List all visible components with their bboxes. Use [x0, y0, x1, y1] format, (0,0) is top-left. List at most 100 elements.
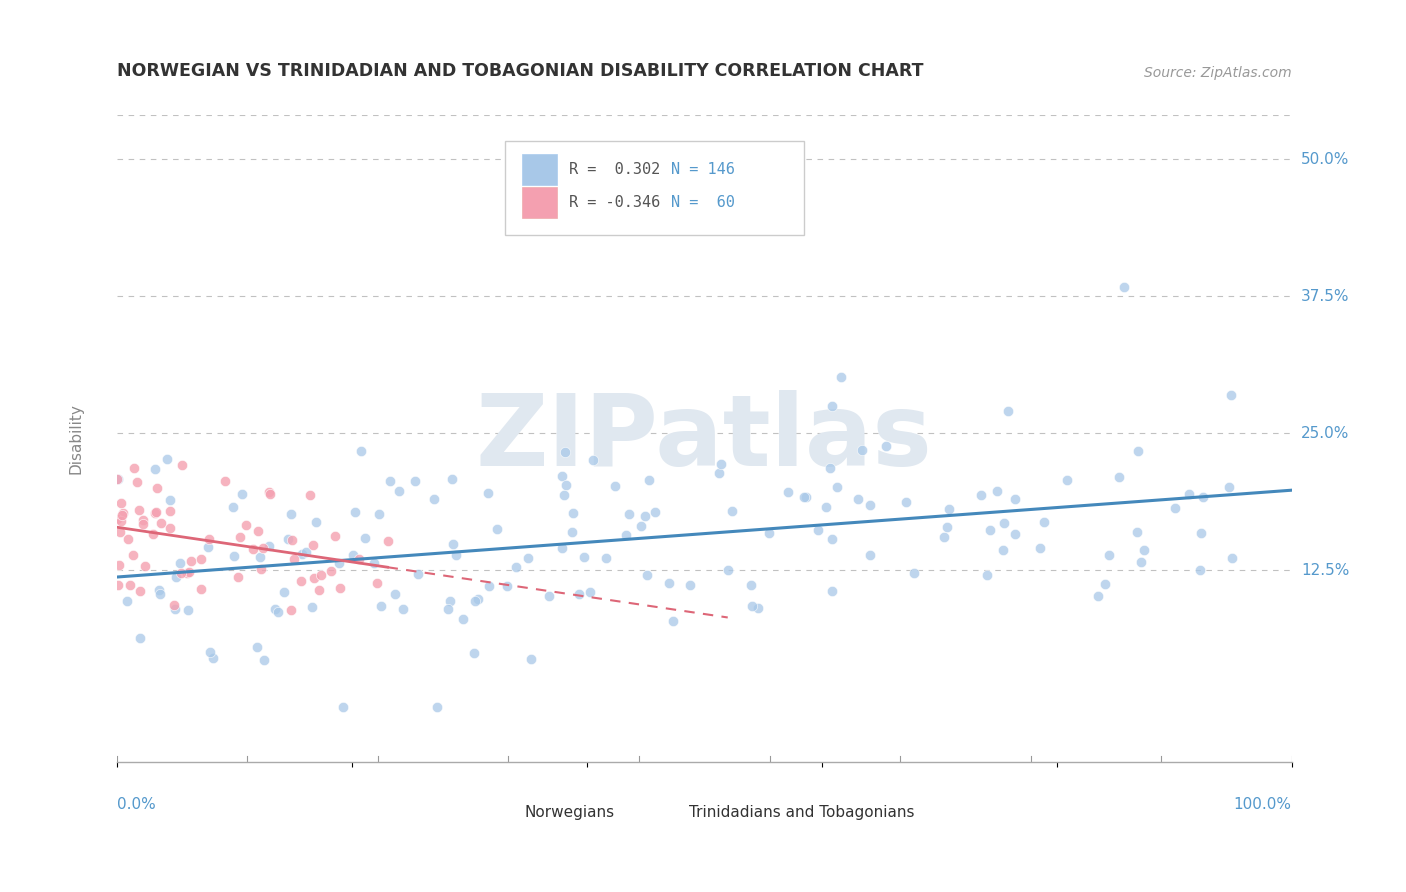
Point — [595, 550, 617, 565]
Point — [441, 537, 464, 551]
Point — [1108, 470, 1130, 484]
Point — [142, 526, 165, 541]
Point — [214, 475, 236, 489]
Point — [1114, 280, 1136, 294]
Point — [426, 700, 449, 714]
FancyBboxPatch shape — [505, 141, 804, 235]
Text: N =  60: N = 60 — [671, 195, 735, 211]
Point — [993, 516, 1015, 530]
Point — [176, 566, 198, 581]
Point — [709, 466, 731, 480]
Point — [747, 600, 769, 615]
Point — [505, 560, 527, 574]
Point — [630, 518, 652, 533]
Text: R =  0.302: R = 0.302 — [569, 161, 661, 177]
Point — [159, 492, 181, 507]
Point — [242, 542, 264, 557]
Point — [1178, 486, 1201, 500]
Point — [122, 461, 145, 475]
Point — [246, 640, 269, 655]
Point — [603, 479, 626, 493]
Point — [903, 566, 925, 581]
Point — [1033, 515, 1056, 529]
Point — [467, 591, 489, 606]
Point — [554, 444, 576, 458]
Point — [1192, 490, 1215, 504]
Point — [247, 524, 270, 538]
Point — [1220, 551, 1243, 566]
Point — [180, 553, 202, 567]
Point — [392, 602, 415, 616]
Point — [740, 578, 762, 592]
Point — [451, 611, 474, 625]
Point — [347, 552, 370, 566]
Text: ZIPatlas: ZIPatlas — [475, 390, 932, 487]
Bar — [522, 187, 557, 219]
Point — [970, 488, 993, 502]
Point — [614, 528, 637, 542]
Point — [128, 631, 150, 645]
Point — [634, 509, 657, 524]
Point — [495, 580, 517, 594]
Point — [159, 521, 181, 535]
Point — [197, 540, 219, 554]
Point — [578, 585, 600, 599]
Point — [582, 453, 605, 467]
Text: 100.0%: 100.0% — [1233, 797, 1292, 813]
Point — [821, 583, 844, 598]
Point — [436, 601, 458, 615]
Point — [938, 501, 960, 516]
Point — [406, 566, 429, 581]
Point — [354, 531, 377, 545]
Point — [107, 558, 129, 573]
Point — [444, 549, 467, 563]
Point — [638, 473, 661, 487]
Point — [1094, 577, 1116, 591]
Point — [1129, 555, 1152, 569]
Point — [1056, 473, 1078, 487]
Point — [277, 532, 299, 546]
Point — [295, 544, 318, 558]
Point — [249, 549, 271, 564]
Point — [404, 475, 426, 489]
Point — [519, 651, 541, 665]
Point — [932, 530, 955, 544]
Point — [794, 491, 817, 505]
Point — [378, 475, 401, 489]
Point — [122, 548, 145, 562]
Point — [1133, 543, 1156, 558]
Point — [561, 524, 583, 539]
Point — [377, 533, 399, 548]
Point — [851, 443, 873, 458]
Point — [778, 484, 800, 499]
Point — [342, 548, 364, 562]
Point — [145, 505, 167, 519]
Point — [117, 532, 139, 546]
Point — [252, 541, 274, 556]
Point — [107, 473, 129, 487]
Text: 50.0%: 50.0% — [1301, 152, 1350, 167]
Point — [132, 517, 155, 532]
Point — [143, 462, 166, 476]
Point — [253, 653, 276, 667]
Point — [814, 500, 837, 515]
Text: Disability: Disability — [69, 403, 83, 474]
Point — [134, 559, 156, 574]
Point — [562, 507, 585, 521]
Point — [321, 564, 343, 578]
Point — [163, 602, 186, 616]
Text: Trinidadians and Tobagonians: Trinidadians and Tobagonians — [689, 805, 914, 821]
Point — [309, 568, 332, 582]
Point — [107, 578, 129, 592]
Point — [177, 603, 200, 617]
Point — [179, 565, 201, 579]
Point — [132, 513, 155, 527]
Point — [1087, 589, 1109, 603]
Point — [110, 525, 132, 540]
Point — [976, 568, 998, 582]
Point — [1219, 388, 1241, 402]
Point — [370, 599, 392, 613]
Point — [301, 600, 323, 615]
Point — [574, 550, 596, 565]
Point — [710, 458, 733, 472]
